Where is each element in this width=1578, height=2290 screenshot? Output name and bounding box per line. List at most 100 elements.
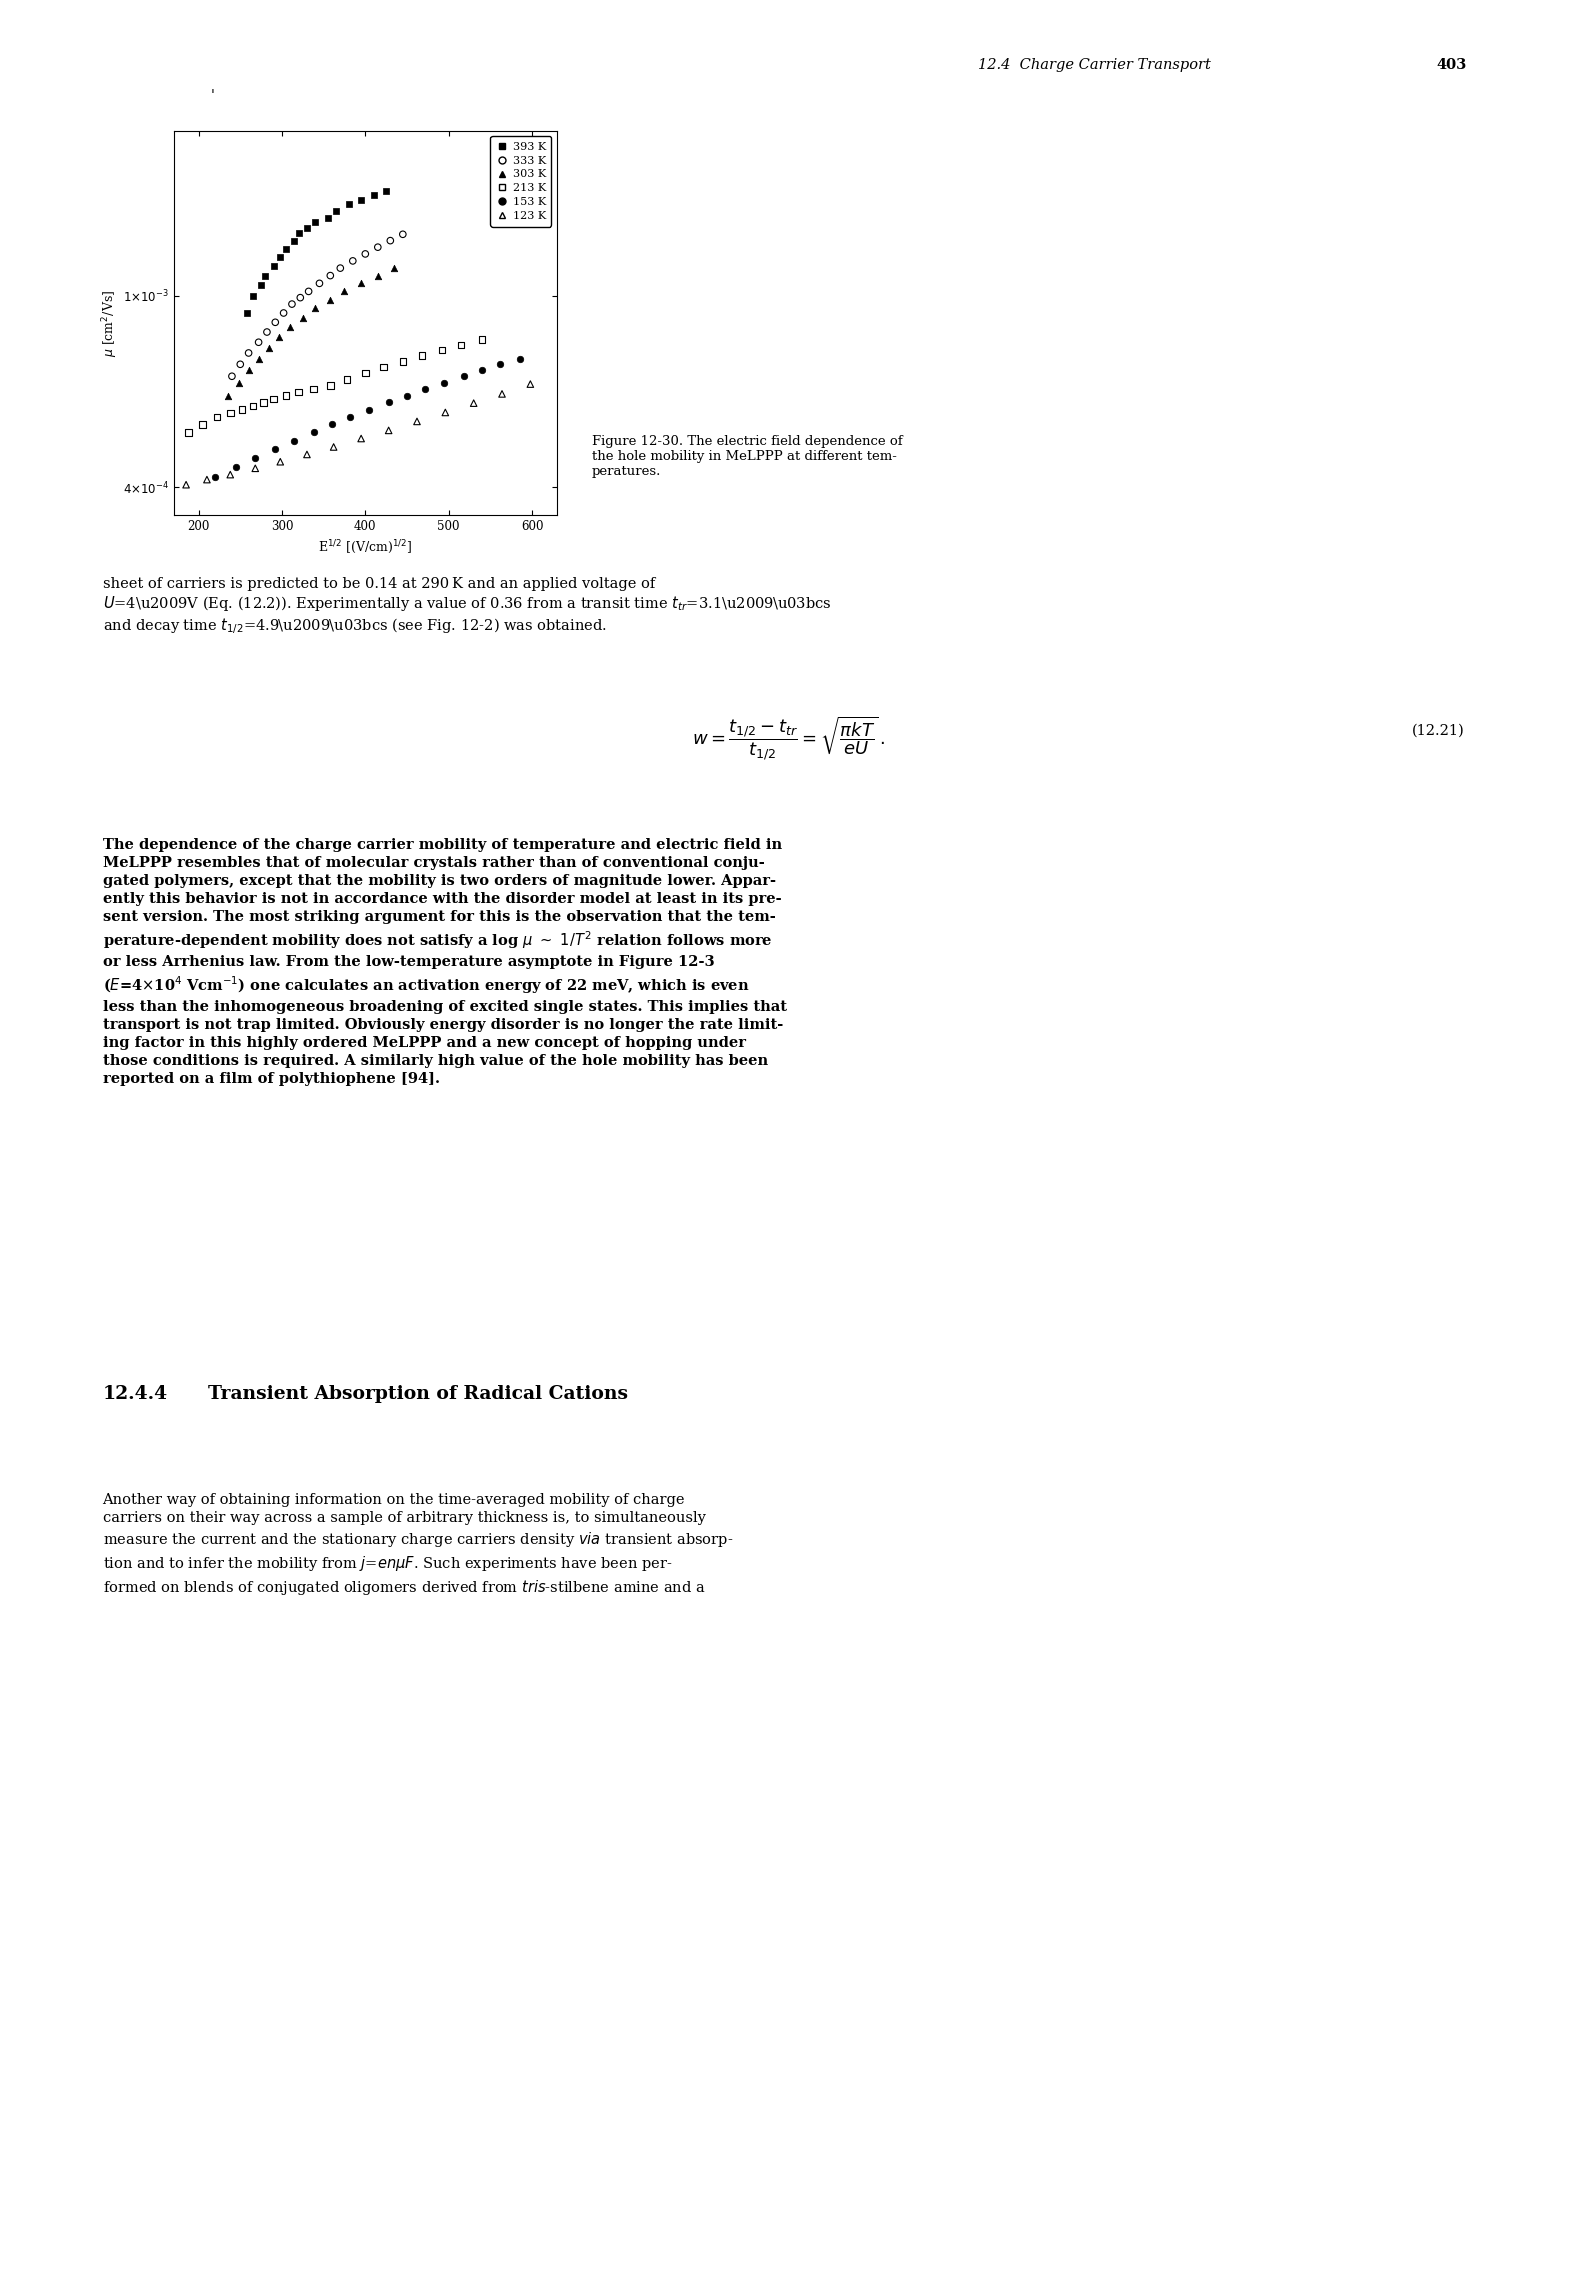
Point [352, 236, 377, 273]
Point [268, 238, 294, 275]
Point [229, 392, 254, 428]
Point [273, 231, 298, 268]
Point [489, 376, 514, 412]
Point [365, 256, 390, 293]
Point [377, 222, 402, 259]
Point [174, 467, 199, 504]
Point [218, 456, 243, 492]
Point [317, 366, 342, 403]
Point [429, 332, 454, 369]
Point [357, 392, 382, 428]
Point [374, 172, 399, 208]
Point [306, 266, 331, 302]
Point [267, 318, 292, 355]
Point [349, 181, 374, 218]
Point [218, 394, 243, 431]
Point [279, 286, 305, 323]
Point [202, 458, 227, 495]
Point [227, 346, 252, 382]
Point [260, 247, 286, 284]
Point [282, 222, 308, 259]
Point [394, 378, 420, 414]
Point [507, 341, 532, 378]
Point [382, 250, 407, 286]
Text: Figure 12-30. The electric field dependence of
the hole mobility in MeLPPP at di: Figure 12-30. The electric field depende… [592, 435, 903, 479]
Point [320, 428, 346, 465]
X-axis label: E$^{1/2}$ [(V/cm)$^{1/2}$]: E$^{1/2}$ [(V/cm)$^{1/2}$] [319, 538, 412, 556]
Text: Transient Absorption of Radical Cations: Transient Absorption of Radical Cations [208, 1385, 628, 1404]
Point [341, 243, 366, 279]
Point [317, 282, 342, 318]
Point [215, 378, 240, 414]
Point [488, 346, 513, 382]
Point [451, 357, 477, 394]
Point [349, 419, 374, 456]
Point [469, 321, 494, 357]
Legend: 393 K, 333 K, 303 K, 213 K, 153 K, 123 K: 393 K, 333 K, 303 K, 213 K, 153 K, 123 K [491, 135, 551, 227]
Point [390, 215, 415, 252]
Point [365, 229, 390, 266]
Text: $w = \dfrac{t_{1/2} - t_{tr}}{t_{1/2}} = \sqrt{\dfrac{\pi k T}{eU}}\,.$: $w = \dfrac{t_{1/2} - t_{tr}}{t_{1/2}} =… [693, 714, 885, 763]
Point [204, 398, 229, 435]
Point [319, 405, 344, 442]
Point [297, 273, 322, 309]
Point [461, 385, 486, 421]
Point [338, 398, 363, 435]
Point [303, 204, 328, 240]
Point [290, 300, 316, 337]
Point [432, 364, 458, 401]
Point [237, 334, 262, 371]
Point [413, 371, 439, 408]
Point [256, 330, 281, 366]
Point [219, 357, 245, 394]
Point [376, 412, 401, 449]
Text: 12.4  Charge Carrier Transport: 12.4 Charge Carrier Transport [978, 57, 1212, 73]
Point [518, 366, 543, 403]
Point [286, 373, 311, 410]
Point [349, 266, 374, 302]
Point [323, 192, 349, 229]
Point [189, 405, 215, 442]
Point [390, 344, 415, 380]
Point [303, 291, 328, 327]
Point [361, 176, 387, 213]
Point [316, 199, 341, 236]
Point [286, 215, 311, 252]
Point [336, 185, 361, 222]
Point [287, 279, 312, 316]
Point [246, 341, 271, 378]
Point [243, 451, 268, 488]
Point [226, 364, 251, 401]
Point [352, 355, 377, 392]
Point [404, 403, 429, 440]
Point [278, 309, 303, 346]
Point [317, 256, 342, 293]
Point [409, 337, 434, 373]
Point [194, 460, 219, 497]
Point [268, 444, 294, 481]
Text: sheet of carriers is predicted to be 0.14 at 290 K and an applied voltage of
$U$: sheet of carriers is predicted to be 0.1… [103, 577, 832, 637]
Text: The dependence of the charge carrier mobility of temperature and electric field : The dependence of the charge carrier mob… [103, 838, 786, 1085]
Y-axis label: $\mu$ [cm$^2$/Vs]: $\mu$ [cm$^2$/Vs] [101, 289, 120, 357]
Text: (12.21): (12.21) [1412, 724, 1464, 737]
Point [237, 353, 262, 389]
Point [376, 385, 401, 421]
Point [328, 250, 353, 286]
Point [246, 323, 271, 360]
Text: Another way of obtaining information on the time-averaged mobility of charge
car: Another way of obtaining information on … [103, 1493, 732, 1596]
Point [252, 256, 278, 293]
Point [371, 348, 396, 385]
Point [224, 449, 249, 485]
Point [469, 353, 494, 389]
Point [335, 362, 360, 398]
Point [282, 421, 308, 458]
Point [295, 211, 320, 247]
Point [240, 387, 265, 424]
Point [448, 327, 473, 364]
Point [301, 371, 327, 408]
Point [432, 394, 458, 431]
Text: 403: 403 [1436, 57, 1466, 73]
Point [295, 435, 320, 472]
Point [301, 414, 327, 451]
Point [273, 378, 298, 414]
